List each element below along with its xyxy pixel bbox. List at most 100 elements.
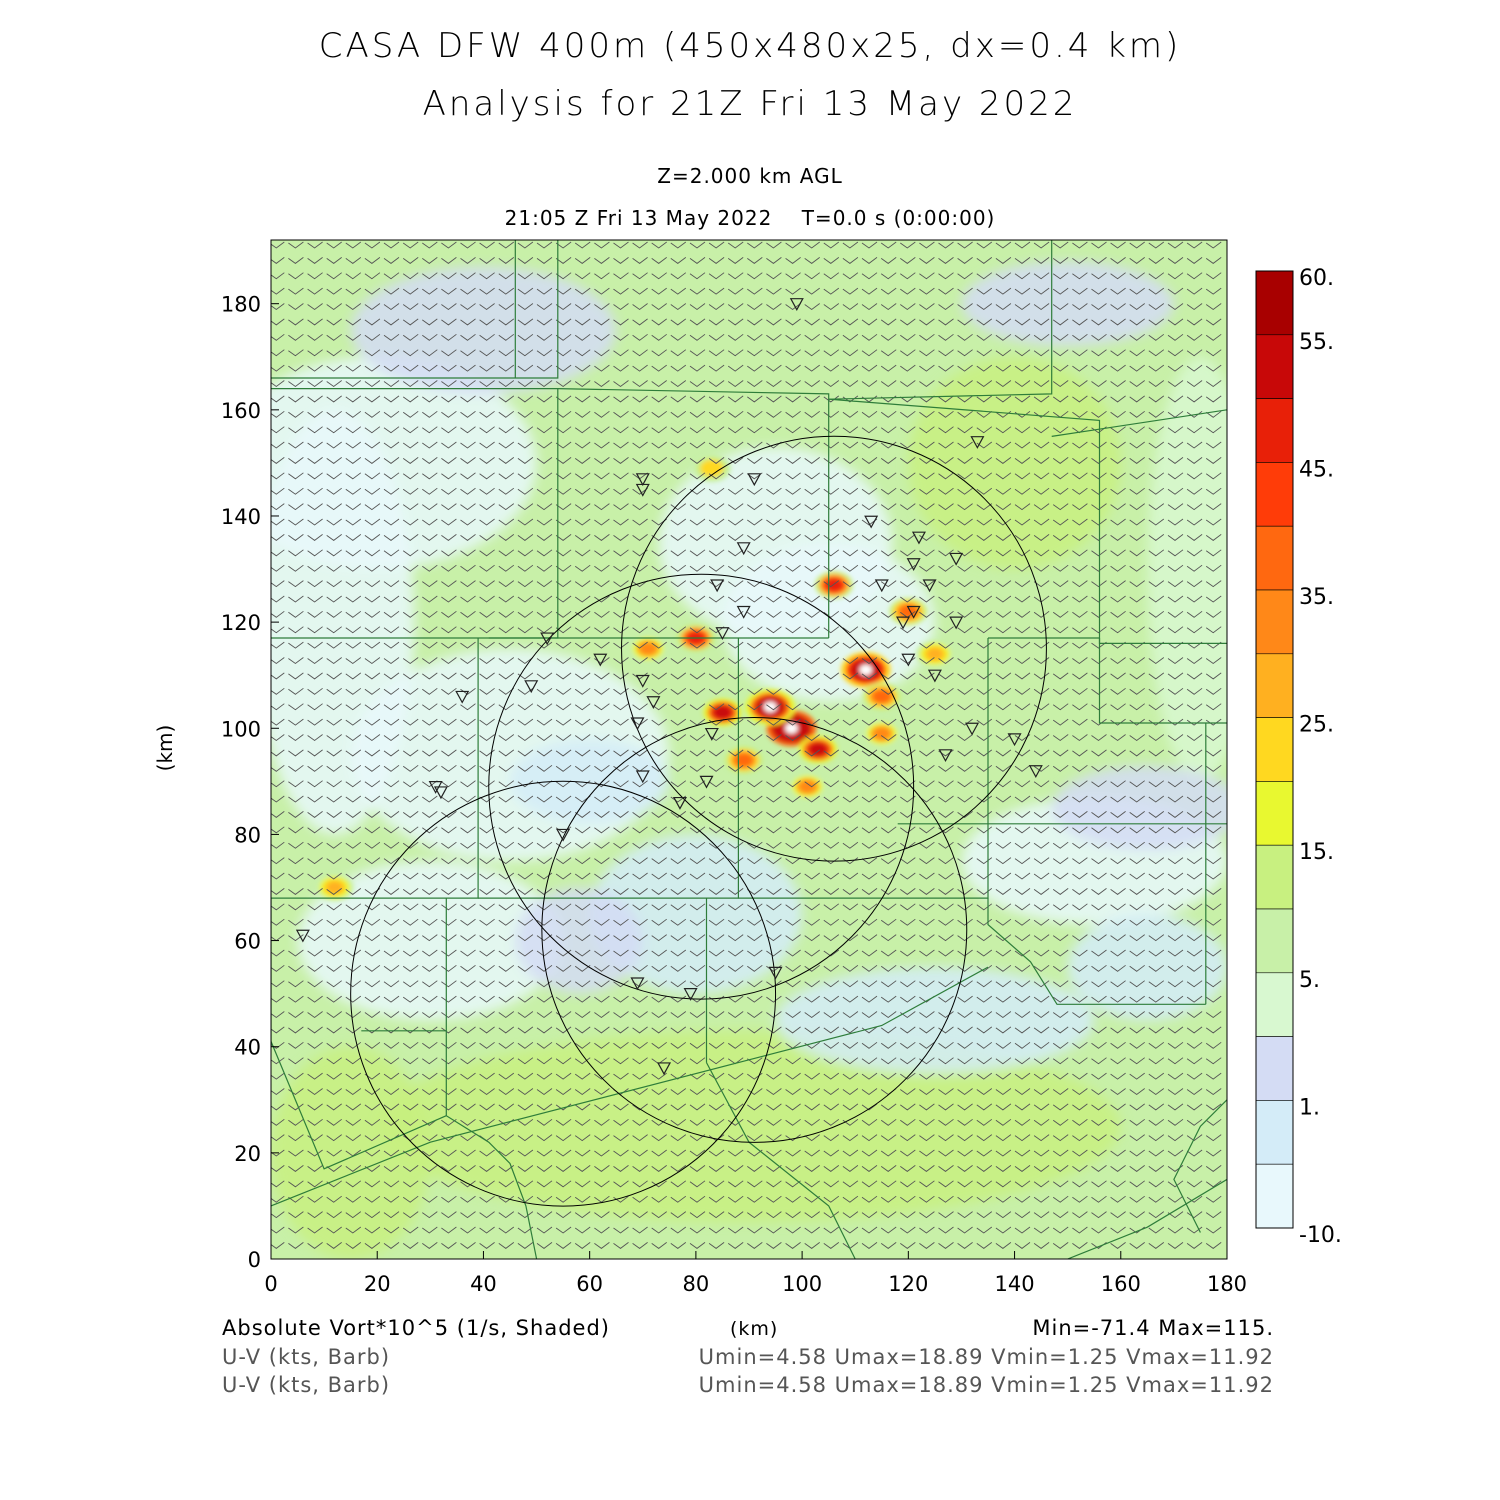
county-line: [1098, 638, 1227, 724]
colorbar-swatch: [1255, 908, 1294, 974]
wind-barbs: [271, 241, 1222, 1249]
county-line: [557, 388, 830, 638]
county-line: [271, 388, 559, 639]
wind-stats-2: Umin=4.58 Umax=18.89 Vmin=1.25 Vmax=11.9…: [698, 1373, 1274, 1397]
station-marker: [1028, 765, 1043, 778]
colorbar-label: 1.: [1299, 1095, 1320, 1120]
station-marker: [295, 929, 310, 943]
shading-blob: [377, 1030, 1121, 1222]
station-marker: [455, 690, 470, 704]
station-marker: [911, 531, 926, 545]
shading-blob: [1147, 356, 1227, 782]
colorbar-swatch: [1255, 1036, 1294, 1101]
shading-blob: [271, 1046, 431, 1259]
station-marker: [938, 749, 953, 763]
station-marker: [635, 770, 650, 784]
x-axis: 0 20 40 60 80 100 120 140 160 180: [264, 1251, 1247, 1296]
colorbar-swatch: [1255, 972, 1294, 1037]
station-marker: [699, 775, 714, 789]
colorbar-swatch: [1255, 1100, 1294, 1165]
x-tick-label: 60: [576, 1272, 603, 1296]
x-tick-label: 100: [782, 1272, 822, 1296]
station-marker: [736, 605, 751, 619]
vort-hotspot: [703, 462, 720, 475]
wind-stats-1: Umin=4.58 Umax=18.89 Vmin=1.25 Vmax=11.9…: [698, 1345, 1274, 1369]
vort-hotspot: [810, 743, 827, 756]
radar-ring: [350, 780, 777, 1207]
station-marker: [672, 796, 687, 810]
station-marker: [630, 717, 645, 731]
colorbar-swatch: [1255, 462, 1294, 527]
radar-ring: [541, 717, 968, 1143]
county-line: [271, 966, 989, 1207]
radar-ring: [621, 435, 1047, 862]
shading-blob: [775, 967, 1095, 1074]
vort-hotspot: [826, 579, 842, 591]
shading-blob: [1051, 765, 1227, 851]
y-tick-label: 100: [221, 717, 261, 741]
station-marker: [710, 579, 725, 593]
vort-hotspot: [640, 642, 657, 655]
y-axis-label: (km): [153, 725, 177, 772]
y-tick-label: 160: [221, 399, 261, 423]
y-tick-label: 60: [234, 930, 261, 954]
shading-blob: [297, 860, 564, 1021]
x-tick-label: 140: [995, 1272, 1035, 1296]
colorbar-label: 15.: [1299, 840, 1334, 865]
station-marker: [789, 298, 804, 311]
vort-hotspot: [873, 727, 890, 740]
station-marker: [736, 542, 751, 556]
county-line: [445, 898, 538, 1259]
vort-hotspot: [926, 648, 943, 660]
station-marker: [715, 627, 730, 640]
y-tick-label: 180: [221, 293, 261, 317]
plot-frame: [270, 239, 1228, 1260]
colorbar-swatch: [1255, 1163, 1294, 1229]
station-marker: [864, 515, 879, 529]
county-line: [828, 240, 1053, 400]
y-tick-label: 120: [221, 611, 261, 635]
vort-hotspot: [799, 780, 816, 793]
station-marker: [524, 680, 539, 694]
county-line: [705, 1062, 856, 1259]
station-marker: [635, 674, 650, 688]
station-markers: [295, 298, 1043, 1076]
vort-hotspot: [873, 690, 890, 703]
station-marker: [593, 653, 608, 667]
wind-legend-2: U-V (kts, Barb): [222, 1373, 391, 1397]
field-legend: Absolute Vort*10^5 (1/s, Shaded): [222, 1316, 610, 1340]
station-marker: [906, 605, 921, 619]
county-lines: [271, 240, 1227, 1259]
colorbar-label: 60.: [1299, 266, 1334, 291]
county-line: [1051, 409, 1227, 437]
colorbar-label: 5.: [1299, 968, 1320, 993]
wind-legend-1: U-V (kts, Barb): [222, 1345, 391, 1369]
station-marker: [635, 483, 650, 497]
station-marker: [906, 558, 921, 571]
county-line: [271, 240, 559, 379]
station-marker: [747, 473, 762, 487]
x-tick-label: 20: [364, 1272, 391, 1296]
vort-core: [785, 722, 798, 734]
radar-rings: [350, 435, 1047, 1207]
colorbar-swatch: [1255, 270, 1294, 336]
station-marker: [874, 579, 889, 593]
plot-area: [271, 240, 1227, 1259]
wind-barb-field: [271, 241, 1222, 1249]
colorbar-label: 45.: [1299, 457, 1334, 482]
colorbar-label: -10.: [1299, 1223, 1342, 1248]
colorbar-swatch: [1255, 717, 1294, 782]
level-label: Z=2.000 km AGL: [657, 164, 843, 188]
station-marker: [704, 727, 719, 741]
county-line: [828, 398, 1227, 645]
county-line: [271, 1041, 447, 1170]
county-line: [1173, 1099, 1227, 1233]
colorbar-frame: [1255, 270, 1294, 1229]
county-line: [987, 898, 1206, 1005]
colorbar-swatch: [1255, 525, 1294, 591]
station-marker: [949, 552, 964, 566]
x-axis-label: (km): [730, 1318, 779, 1340]
colorbar-swatch: [1255, 589, 1294, 655]
colorbar-label: 55.: [1299, 330, 1334, 355]
